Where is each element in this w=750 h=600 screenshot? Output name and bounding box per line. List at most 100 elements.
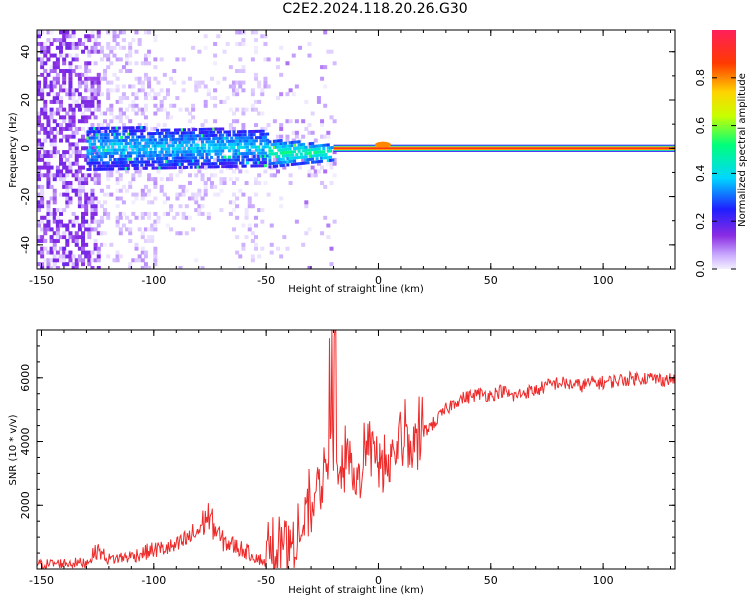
spectrogram-cell — [118, 196, 123, 201]
spectrogram-cell — [181, 184, 186, 189]
spectrogram-cell — [93, 45, 98, 50]
spectrogram-cell — [96, 266, 101, 269]
spectrogram-cell — [306, 161, 310, 165]
spectrogram-cell — [198, 131, 202, 135]
spectrogram-cell — [252, 145, 256, 149]
spectrogram-cell — [59, 96, 64, 101]
spectrogram-cell — [153, 138, 157, 142]
spectrogram-cell — [99, 130, 104, 135]
spectrogram-cell — [203, 143, 207, 147]
spectrogram-cell — [183, 165, 187, 169]
spectrogram-cell — [96, 41, 101, 46]
spectrogram-cell — [121, 45, 126, 50]
spectrogram-cell — [144, 138, 148, 142]
spectrogram-cell — [176, 156, 180, 160]
spectrogram-cell — [281, 160, 285, 164]
spectrogram-cell — [206, 177, 211, 182]
spectrogram-cell — [87, 235, 92, 240]
spectrogram-cell — [40, 238, 45, 243]
spectrogram-cell — [55, 107, 60, 112]
spectrogram-cell — [176, 159, 180, 163]
spectrogram-cell — [320, 231, 325, 236]
spectrogram-cell — [46, 200, 51, 205]
spectrogram-cell — [203, 84, 208, 89]
spectrogram-cell — [52, 258, 57, 263]
spectrogram-cell — [307, 41, 312, 46]
spectrogram-cell — [43, 45, 48, 50]
spectrogram-cell — [241, 152, 245, 156]
spectrogram-cell — [269, 223, 274, 228]
spectrogram-cell — [81, 153, 86, 158]
spectrogram-cell — [62, 246, 67, 251]
spectrogram-cell — [122, 160, 126, 164]
spectrogram-cell — [77, 181, 82, 186]
spectrogram-cell — [74, 235, 79, 240]
spectrogram-cell — [250, 231, 255, 236]
spectrogram-cell — [232, 155, 236, 159]
spectrogram-cell — [140, 163, 144, 167]
spectrogram-cell — [87, 103, 92, 108]
spectrogram-cell — [86, 155, 90, 159]
spectrogram-cell — [108, 154, 112, 158]
spectrogram-cell — [144, 166, 148, 170]
spectrogram-cell — [270, 161, 274, 165]
spectrogram-cell — [93, 96, 98, 101]
spectrogram-cell — [213, 53, 218, 58]
spectrogram-cell — [231, 192, 236, 197]
spectrogram-cell — [90, 84, 95, 89]
spectrogram-cell — [62, 38, 67, 43]
spectrogram-cell — [96, 30, 101, 35]
spectrogram-cell — [131, 177, 136, 182]
spectrogram-cell — [259, 154, 263, 158]
spectrogram-cell — [62, 165, 67, 170]
spectrogram-cell — [37, 119, 41, 124]
spectrogram-cell — [153, 196, 158, 201]
spectrogram-cell — [288, 160, 292, 164]
spectrogram-cell — [147, 235, 152, 240]
spectrogram-cell — [244, 107, 249, 112]
spectrogram-cell — [178, 169, 183, 174]
spectrogram-cell — [109, 119, 114, 124]
spectrogram-cell — [81, 258, 86, 263]
spectrogram-cell — [162, 192, 167, 197]
spectrogram-cell — [55, 57, 60, 62]
spectrogram-cell — [293, 147, 297, 151]
spectrogram-cell — [250, 158, 254, 162]
spectrogram-cell — [156, 169, 161, 174]
spectrogram-cell — [120, 151, 124, 155]
colorbar-gradient — [712, 30, 736, 269]
spectrogram-cell — [93, 169, 98, 174]
spectrogram-cell — [81, 211, 86, 216]
spectrogram-cell — [90, 96, 95, 101]
spectrogram-cell — [150, 200, 155, 205]
spectrogram-cell — [196, 146, 200, 150]
spectrogram-cell — [52, 80, 57, 85]
spectrogram-cell — [241, 133, 245, 137]
spectrogram-cell — [104, 136, 108, 140]
spectrogram-cell — [96, 181, 101, 186]
spectrogram-cell — [259, 136, 263, 140]
spectrogram-cell — [313, 147, 317, 151]
spectrogram-cell — [205, 140, 209, 144]
spectrogram-cell — [275, 152, 279, 156]
spectrogram-cell — [313, 138, 318, 143]
spectrogram-cell — [235, 69, 240, 74]
spectrogram-cell — [52, 254, 57, 259]
spectrogram-cell — [197, 49, 202, 54]
spectrogram-cell — [121, 223, 126, 228]
spectrogram-cell — [117, 148, 121, 152]
spectrogram-cell — [40, 219, 45, 224]
spectrogram-cell — [84, 88, 89, 93]
spectrogram-cell — [49, 41, 54, 46]
spectrogram-cell — [288, 156, 292, 160]
spectrogram-cell — [128, 181, 133, 186]
spectrogram-cell — [109, 45, 114, 50]
spectrogram-cell — [87, 88, 92, 93]
spectrogram-cell — [243, 142, 247, 146]
spectrogram-cell — [90, 80, 95, 85]
spectrogram-cell — [55, 250, 60, 255]
spectrogram-cell — [77, 138, 82, 143]
spectrogram-cell — [62, 181, 67, 186]
